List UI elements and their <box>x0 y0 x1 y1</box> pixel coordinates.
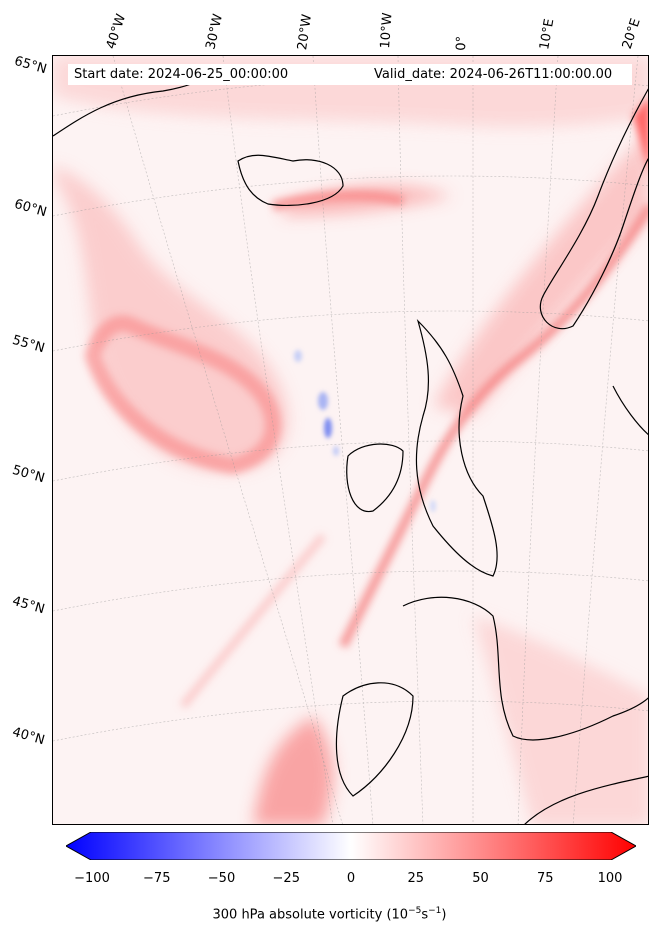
lon-label-10e: 10°E <box>537 17 558 52</box>
lat-label-55n: 55°N <box>10 332 47 357</box>
lat-label-65n: 65°N <box>12 53 49 78</box>
lon-label-20e: 20°E <box>619 16 644 51</box>
lon-label-20w: 20°W <box>295 13 315 51</box>
lon-label-30w: 30°W <box>203 12 227 51</box>
lon-label-10w: 10°W <box>378 12 396 49</box>
vorticity-field <box>53 56 648 824</box>
colorbar-tick-label: 25 <box>407 871 425 886</box>
colorbar-tick-label: 100 <box>597 871 623 886</box>
colorbar <box>66 832 636 860</box>
colorbar-tick-label: 75 <box>536 871 554 886</box>
lat-label-45n: 45°N <box>10 593 47 618</box>
colorbar-tick-label: −100 <box>74 871 110 886</box>
colorbar-tick-label: −50 <box>207 871 236 886</box>
start-date-label: Start date: 2024-06-25_00:00:00 <box>74 67 289 82</box>
info-box <box>68 64 632 85</box>
coastlines <box>53 65 648 824</box>
lat-label-50n: 50°N <box>10 462 47 487</box>
colorbar-tick-label: −25 <box>272 871 300 886</box>
colorbar-label: 300 hPa absolute vorticity (10−5s−1) <box>212 906 447 923</box>
lon-label-0: 0° <box>454 35 470 51</box>
colorbar-tick-label: −75 <box>143 871 171 886</box>
lat-label-40n: 40°N <box>10 724 47 749</box>
lon-label-40w: 40°W <box>103 12 130 51</box>
vorticity-map <box>52 55 649 825</box>
colorbar-tick-label: 0 <box>346 871 356 886</box>
lat-label-60n: 60°N <box>12 196 49 221</box>
valid-date-label: Valid_date: 2024-06-26T11:00:00.00 <box>374 67 613 82</box>
colorbar-tick-label: 50 <box>472 871 489 886</box>
